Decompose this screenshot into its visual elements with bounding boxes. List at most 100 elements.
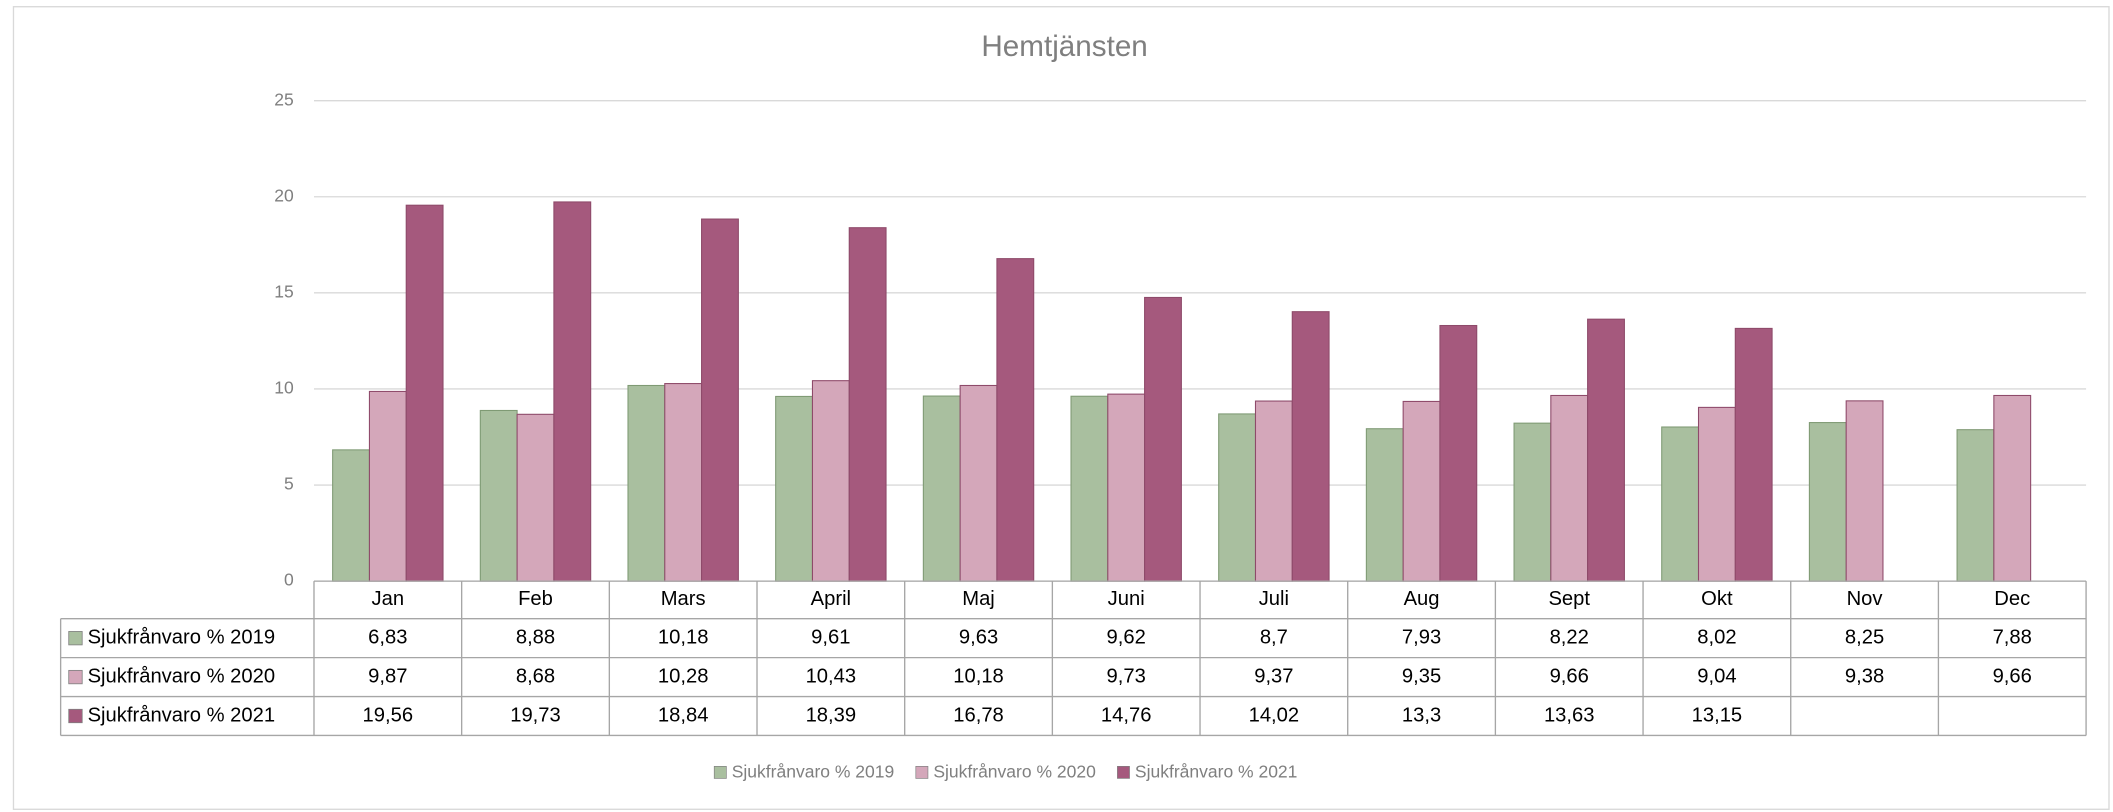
bar [775,395,813,582]
chart-area: Hemtjänsten 0 5 10 15 20 25 Jan Feb Mars April Maj… [12,6,2110,810]
data-label: 9,87 [368,665,407,687]
bar [1218,413,1257,582]
data-label: 19,56 [363,704,414,726]
bar [405,204,444,582]
data-label: 7,88 [1993,627,2032,649]
bar [516,413,555,582]
bar [1993,394,2032,582]
data-label: 8,22 [1550,627,1589,649]
x-tick-label: Jan [372,588,405,610]
bar [332,449,370,582]
legend-label: Sjukfrånvaro % 2021 [1135,762,1298,782]
data-label: 13,15 [1692,704,1743,726]
x-tick-label: Mars [661,588,706,610]
table-legend-key [68,669,83,685]
legend-key [713,766,727,779]
legend-label: Sjukfrånvaro % 2019 [732,762,895,782]
data-label: 10,18 [953,665,1004,687]
data-label: 13,3 [1402,704,1441,726]
bar [1513,422,1552,582]
bar [811,380,850,582]
bar [479,409,518,582]
bar [627,384,666,582]
x-tick-label: Sept [1548,588,1590,610]
bar [1734,327,1773,582]
bar [1587,318,1625,582]
legend-label: Sjukfrånvaro % 2020 [933,762,1096,782]
data-label: 9,66 [1993,665,2032,687]
x-tick-label: Dec [1994,588,2030,610]
bar [1144,296,1182,582]
data-label: 8,68 [516,665,555,687]
x-tick-label: Aug [1404,588,1440,610]
bar [1291,311,1330,582]
y-tick-label: 5 [284,474,294,494]
y-tick-label: 20 [274,185,294,205]
data-label: 8,7 [1260,627,1288,649]
bar [1439,324,1478,582]
bar [368,390,407,582]
data-label: 9,04 [1697,665,1736,687]
data-label: 9,37 [1254,665,1293,687]
table-row-label: Sjukfrånvaro % 2020 [88,665,276,687]
bar [922,395,961,582]
data-label: 19,73 [510,704,561,726]
bar [1845,400,1884,582]
x-tick-label: Feb [518,588,553,610]
bar [1254,400,1293,582]
legend-key [915,766,929,779]
data-label: 18,84 [658,704,709,726]
data-label: 9,61 [811,627,850,649]
bar [1808,422,1847,582]
data-label: 8,02 [1697,627,1736,649]
data-label: 7,93 [1402,627,1441,649]
bar [848,227,887,582]
y-tick-label: 15 [274,281,293,301]
x-tick-label: Juni [1108,588,1145,610]
data-label: 9,38 [1845,665,1884,687]
data-label: 9,63 [959,627,998,649]
bar [553,201,592,582]
bar [996,258,1035,582]
data-label: 14,02 [1249,704,1300,726]
bar [1107,393,1146,582]
data-label: 10,43 [806,665,857,687]
data-label: 8,25 [1845,627,1884,649]
bar [1402,400,1441,582]
x-tick-label: Juli [1259,588,1289,610]
bar [701,218,739,582]
bar [1661,426,1700,582]
data-label: 6,83 [368,627,407,649]
data-label: 10,18 [658,627,709,649]
data-label: 16,78 [953,704,1004,726]
data-label: 9,35 [1402,665,1441,687]
data-label: 14,76 [1101,704,1152,726]
bar [664,383,703,582]
data-label: 9,62 [1107,627,1146,649]
data-label: 10,28 [658,665,709,687]
x-tick-label: Nov [1847,588,1884,610]
x-tick-label: Okt [1701,588,1733,610]
chart-border [12,6,2110,810]
bar [1070,395,1109,582]
y-tick-label: 25 [274,89,293,109]
y-tick-label: 0 [284,570,294,590]
data-label: 8,88 [516,627,555,649]
bar [1697,406,1736,582]
bar [1365,428,1404,582]
bar [1956,429,1995,582]
table-row-label: Sjukfrånvaro % 2021 [88,704,276,726]
table-legend-key [68,631,83,646]
bar [1550,394,1589,582]
y-tick-label: 10 [274,378,294,398]
data-label: 9,66 [1550,665,1589,687]
table-legend-key [68,708,83,724]
data-label: 13,63 [1544,704,1595,726]
x-tick-label: Maj [962,588,995,610]
bar [959,384,998,582]
chart-title: Hemtjänsten [981,30,1147,63]
x-tick-label: April [811,588,851,610]
table-row-label: Sjukfrånvaro % 2019 [88,627,276,649]
data-label: 18,39 [806,704,857,726]
